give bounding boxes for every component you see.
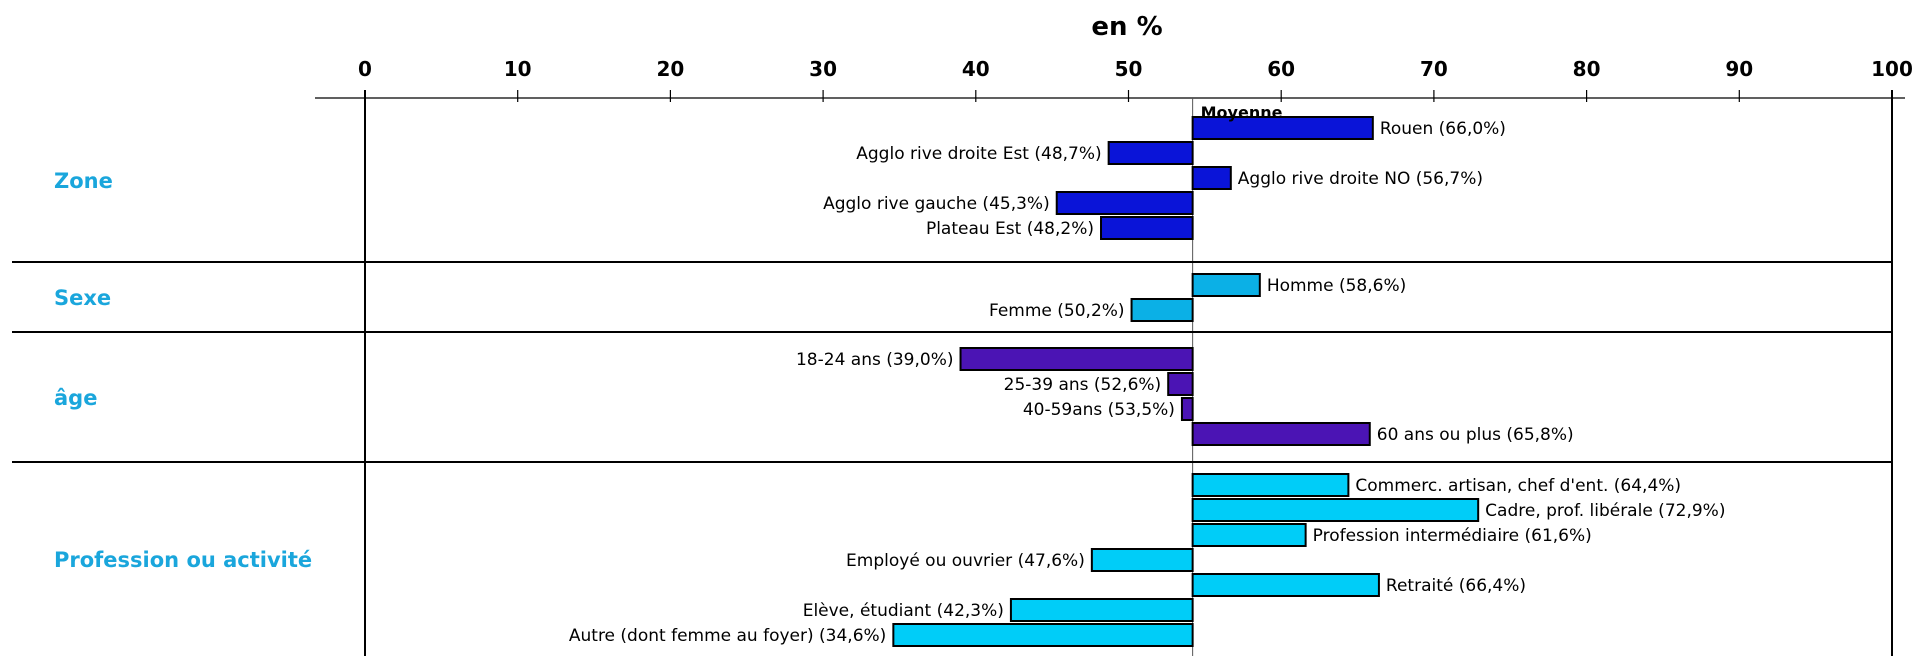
bar-label: Autre (dont femme au foyer) (34,6%) <box>569 626 886 646</box>
bar <box>1191 523 1307 547</box>
x-tick-label: 40 <box>962 57 990 81</box>
bar-label: Retraité (66,4%) <box>1386 576 1526 596</box>
bars-layer <box>892 116 1480 647</box>
bar-label: Employé ou ouvrier (47,6%) <box>846 551 1085 571</box>
mean-label: Moyenne <box>1201 103 1283 122</box>
x-tick-label: 50 <box>1115 57 1143 81</box>
labels-layer: Moyenne Zone Rouen (66,0%) Agglo rive droit… <box>54 103 1725 646</box>
bar <box>1055 191 1194 215</box>
bar <box>1009 598 1194 622</box>
bar <box>1130 298 1194 322</box>
bar-label: Femme (50,2%) <box>989 301 1125 321</box>
x-tick-label: 60 <box>1267 57 1295 81</box>
bar <box>1191 166 1232 190</box>
bar <box>1090 548 1194 572</box>
bar-label: 25-39 ans (52,6%) <box>1004 375 1162 395</box>
bar <box>1191 116 1374 140</box>
unit-label: en % <box>1091 12 1162 42</box>
x-tick-label: 20 <box>656 57 684 81</box>
bar <box>1167 372 1194 396</box>
bar <box>959 347 1194 371</box>
bar <box>1180 397 1194 421</box>
bar-label: 60 ans ou plus (65,8%) <box>1377 425 1574 445</box>
bar <box>892 623 1194 647</box>
bar-label: Commerc. artisan, chef d'ent. (64,4%) <box>1355 476 1681 496</box>
x-tick-label: 90 <box>1725 57 1753 81</box>
bar <box>1191 422 1371 446</box>
x-tick-label: 70 <box>1420 57 1448 81</box>
bar <box>1191 473 1350 497</box>
group-label: Zone <box>54 169 113 193</box>
group-label: âge <box>54 386 97 410</box>
bar-label: Agglo rive droite Est (48,7%) <box>856 144 1101 164</box>
bar-label: 18-24 ans (39,0%) <box>796 350 954 370</box>
bar <box>1107 141 1194 165</box>
x-tick-label: 30 <box>809 57 837 81</box>
bar <box>1191 498 1480 522</box>
bar-label: Homme (58,6%) <box>1267 276 1406 296</box>
bar-label: Plateau Est (48,2%) <box>926 219 1094 239</box>
group-label: Profession ou activité <box>54 548 312 572</box>
bar-label: Elève, étudiant (42,3%) <box>803 601 1004 621</box>
x-tick-label: 10 <box>504 57 532 81</box>
x-tick-label: 80 <box>1573 57 1601 81</box>
bar <box>1191 273 1261 297</box>
group-separators <box>12 261 1892 463</box>
bar-label: Cadre, prof. libérale (72,9%) <box>1485 501 1725 521</box>
bar-label: Agglo rive gauche (45,3%) <box>823 194 1050 214</box>
bar-label: 40-59ans (53,5%) <box>1023 400 1175 420</box>
x-tick-label: 0 <box>358 57 372 81</box>
bar-label: Rouen (66,0%) <box>1380 119 1506 139</box>
x-tick-label: 100 <box>1871 57 1913 81</box>
group-label: Sexe <box>54 286 111 310</box>
axis-layer: 0 10 20 30 40 50 60 70 80 90 100 <box>315 57 1913 656</box>
bar-label: Profession intermédiaire (61,6%) <box>1313 526 1592 546</box>
bar <box>1100 216 1194 240</box>
bar-label: Agglo rive droite NO (56,7%) <box>1238 169 1483 189</box>
bar <box>1191 573 1380 597</box>
